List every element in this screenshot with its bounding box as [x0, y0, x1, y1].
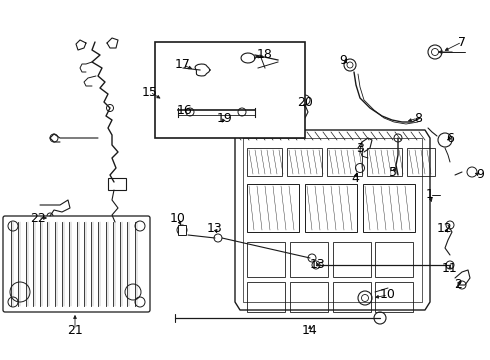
Text: 5: 5 [389, 166, 397, 179]
Bar [363, 184, 415, 232]
Text: 7: 7 [458, 36, 466, 49]
Bar [108, 178, 126, 190]
Bar [247, 282, 285, 312]
Text: 15: 15 [142, 85, 158, 99]
Text: 6: 6 [446, 131, 454, 144]
FancyBboxPatch shape [3, 216, 150, 312]
Text: 13: 13 [207, 221, 223, 234]
Bar [305, 184, 357, 232]
Bar [375, 242, 413, 277]
Bar [327, 148, 362, 176]
Bar [375, 282, 413, 312]
Text: 18: 18 [257, 49, 273, 62]
Text: 8: 8 [414, 112, 422, 125]
Text: 2: 2 [454, 279, 462, 292]
Bar [287, 148, 322, 176]
Bar [333, 282, 371, 312]
Text: 22: 22 [30, 211, 46, 225]
Text: 3: 3 [356, 141, 364, 154]
Bar [407, 148, 435, 176]
Text: 19: 19 [217, 112, 233, 125]
Text: 1: 1 [426, 189, 434, 202]
Bar [290, 242, 328, 277]
Text: 21: 21 [67, 324, 83, 337]
Bar [290, 282, 328, 312]
Text: 10: 10 [380, 288, 396, 302]
Text: 16: 16 [177, 104, 193, 117]
Bar [367, 148, 402, 176]
Bar [333, 242, 371, 277]
Text: 12: 12 [437, 221, 453, 234]
Text: 20: 20 [297, 96, 313, 109]
Text: 4: 4 [351, 171, 359, 184]
Text: 17: 17 [175, 58, 191, 72]
Bar [178, 225, 186, 235]
Bar [247, 184, 299, 232]
Text: 11: 11 [442, 261, 458, 274]
Text: 14: 14 [302, 324, 318, 337]
Text: 13: 13 [310, 258, 326, 271]
Text: 10: 10 [170, 211, 186, 225]
Bar [155, 42, 305, 138]
Text: 9: 9 [476, 168, 484, 181]
Bar [247, 148, 282, 176]
Bar [247, 242, 285, 277]
Text: 9: 9 [339, 54, 347, 67]
